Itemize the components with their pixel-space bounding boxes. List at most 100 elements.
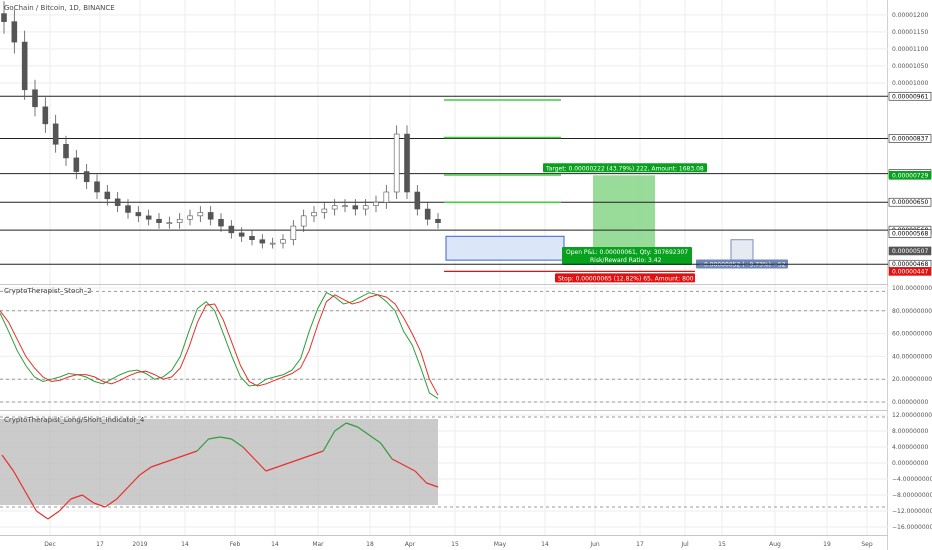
price-tick-label: 0.00001200 <box>892 12 928 19</box>
stop-label: Stop: 0.00000065 (12.82%) 65, Amount: 80… <box>558 275 694 282</box>
candle-body <box>290 225 297 241</box>
candle-body <box>373 201 379 206</box>
long-short-segment <box>334 422 347 432</box>
price-tag-bg <box>888 91 932 101</box>
long-short-segment <box>24 490 37 512</box>
candle-body <box>435 218 441 223</box>
candle-body <box>176 218 183 223</box>
candle-body <box>321 208 328 213</box>
candle-body <box>156 218 162 223</box>
candle-body <box>187 215 193 220</box>
long-short-segment <box>277 462 290 468</box>
long-short-segment <box>12 470 26 492</box>
stoch-tick-label: 80.00000000 <box>892 308 932 315</box>
long-short-segment <box>150 462 163 468</box>
candle-body <box>228 225 235 234</box>
long-short-segment <box>414 470 427 484</box>
candle-body <box>73 157 80 172</box>
time-tick-label: 19 <box>823 541 831 548</box>
long-short-segment <box>380 442 393 460</box>
long-short-tick-label: 8.00000000 <box>892 428 928 435</box>
candle-body <box>63 143 69 159</box>
time-tick-label: Mar <box>312 541 324 548</box>
horizontal-lines[interactable] <box>0 95 888 265</box>
long-short-segment <box>173 454 186 460</box>
long-short-tick-label: 4.00000000 <box>892 444 928 451</box>
time-tick-label: Jun <box>589 541 600 548</box>
long-short-segment <box>185 450 198 456</box>
time-axis[interactable]: Dec 17 2019 14 Feb 14 Mar 18 Apr 15 May 14 Jun 17 Jul 1… <box>44 541 873 548</box>
stoch-pane <box>0 291 439 400</box>
price-tag-label: 0.00000507 <box>892 248 928 255</box>
measure-box <box>730 239 754 261</box>
time-tick-label: 14 <box>181 541 189 548</box>
open-pnl-label: Open P&L: 0.00000061, Qty: 307692307 <box>566 249 688 256</box>
candle-body <box>352 205 359 210</box>
time-tick-label: Dec <box>44 541 56 548</box>
position-tool[interactable]: Target: 0.00000222 (43.79%) 222, Amount:… <box>444 163 788 283</box>
price-tag-bg <box>888 246 932 256</box>
price-axis[interactable]: 0.00001200 0.00001150 0.00001100 0.00001050… <box>888 12 932 531</box>
long-short-segment <box>81 494 95 504</box>
time-tick-label: May <box>494 541 507 548</box>
candle-body <box>21 41 28 91</box>
candle-body <box>300 215 307 227</box>
time-tick-label: 17 <box>636 541 644 548</box>
candle-body <box>342 205 348 207</box>
price-tick-label: 0.00001000 <box>892 80 928 87</box>
long-short-segment <box>116 486 129 500</box>
price-tick-label: 0.00001150 <box>892 29 928 36</box>
candle-body <box>218 218 224 227</box>
time-tick-label: 15 <box>718 541 726 548</box>
candle-body <box>238 232 245 237</box>
candle-body <box>104 191 111 200</box>
long-short-segment <box>403 464 416 472</box>
price-tag-bg <box>888 171 932 180</box>
long-short-segment <box>231 438 244 448</box>
long-short-segment <box>196 438 209 452</box>
candle-body <box>83 171 90 183</box>
long-short-segment <box>58 498 72 512</box>
time-tick-label: 18 <box>366 541 374 548</box>
long-short-segment <box>1 454 14 472</box>
candle-body <box>414 191 421 210</box>
candle-body <box>362 205 369 210</box>
price-tag-label: 0.00000650 <box>892 199 928 206</box>
long-short-segment <box>346 422 358 428</box>
long-short-tick-label: −8.00000000 <box>892 492 932 499</box>
entry-range-box <box>445 235 565 261</box>
pnl-label-bg <box>562 246 692 265</box>
stoch-tick-label: 40.00000000 <box>892 353 932 360</box>
time-tick-label: 17 <box>96 541 104 548</box>
candle-body <box>249 235 255 241</box>
candle-body <box>32 89 38 108</box>
long-short-segment <box>253 458 267 472</box>
candle-body <box>166 222 173 224</box>
stop-label-bg <box>555 273 695 283</box>
time-tick-label: 2019 <box>132 541 147 548</box>
long-short-segment <box>426 482 439 488</box>
candle-body <box>145 215 152 220</box>
candle-body <box>52 123 59 145</box>
candle-body <box>42 106 49 125</box>
price-tag-bg <box>888 197 932 207</box>
candle-body <box>383 191 390 203</box>
target-label-bg <box>543 163 707 173</box>
long-short-tick-label: −4.00000000 <box>892 476 932 483</box>
time-tick-label: Apr <box>405 541 416 548</box>
measure-label: −0.00000052 (−9.73%) −52 <box>699 262 786 269</box>
candle-body <box>424 208 431 220</box>
long-short-pane <box>1 422 439 520</box>
candle-body <box>311 212 317 217</box>
candle-body <box>11 21 18 43</box>
time-tick-label: Jul <box>680 541 689 548</box>
candle-body <box>393 133 400 193</box>
price-tag-label: 0.00000961 <box>892 93 928 100</box>
stoch-k-line <box>0 291 439 400</box>
price-tag-label: 0.00000837 <box>892 136 928 143</box>
long-short-tick-label: −12.00000000 <box>892 508 932 515</box>
stoch-tick-label: 100.00000000 <box>892 285 932 292</box>
time-tick-label: Aug <box>769 541 781 548</box>
candle-body <box>135 212 142 217</box>
price-tag-label: 0.00000729 <box>892 172 928 179</box>
